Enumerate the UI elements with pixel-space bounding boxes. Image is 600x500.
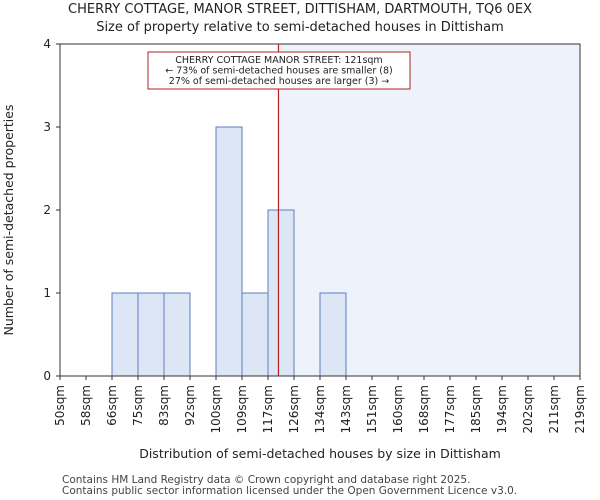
x-tick-label: 134sqm [313,385,327,433]
histogram-bar [163,292,191,377]
x-axis-label: Distribution of semi-detached houses by … [139,446,501,461]
y-tick-label: 4 [43,37,51,51]
x-tick-label: 83sqm [157,385,171,426]
x-tick-label: 168sqm [417,385,431,433]
x-tick-label: 202sqm [521,385,535,433]
y-tick-label: 2 [43,203,51,217]
footer-copyright: Contains HM Land Registry data © Crown c… [62,474,471,486]
histogram-bar [137,292,165,377]
y-tick-label: 1 [43,286,51,300]
y-tick-label: 3 [43,120,51,134]
x-tick-label: 109sqm [235,385,249,433]
x-tick-label: 50sqm [53,385,67,426]
histogram-bar [319,292,347,377]
footer-licence: Contains public sector information licen… [62,485,518,497]
annotation-line: CHERRY COTTAGE MANOR STREET: 121sqm [175,55,382,66]
x-tick-label: 75sqm [131,385,145,426]
histogram-bar [267,209,295,377]
x-tick-label: 143sqm [339,385,353,433]
y-tick-label: 0 [43,369,51,383]
histogram-bar [241,292,269,377]
chart-title: CHERRY COTTAGE, MANOR STREET, DITTISHAM,… [68,2,532,17]
x-tick-label: 100sqm [209,385,223,433]
histogram-bar [111,292,139,377]
annotation-box [147,51,411,90]
y-axis-label: Number of semi-detached properties [1,105,16,336]
x-tick-label: 194sqm [495,385,509,433]
x-tick-label: 126sqm [287,385,301,433]
histogram-chart: 0 1 2 3 4 50sqm 58sqm 66sqm 75sqm 83sqm 92sqm 100sq… [1,37,587,461]
chart-subtitle: Size of property relative to semi-detach… [96,20,504,35]
annotation-line: ← 73% of semi-detached houses are smalle… [165,66,393,77]
x-tick-label: 185sqm [469,385,483,433]
x-tick-label: 92sqm [183,385,197,426]
annotation-line: 27% of semi-detached houses are larger (… [169,76,389,87]
x-tick-label: 219sqm [573,385,587,433]
x-tick-label: 117sqm [261,385,275,433]
x-tick-label: 66sqm [105,385,119,426]
histogram-bar [215,126,243,377]
x-tick-label: 151sqm [365,385,379,433]
x-tick-label: 177sqm [443,385,457,433]
x-tick-label: 160sqm [391,385,405,433]
x-tick-label: 58sqm [79,385,93,426]
x-tick-label: 211sqm [547,385,561,433]
